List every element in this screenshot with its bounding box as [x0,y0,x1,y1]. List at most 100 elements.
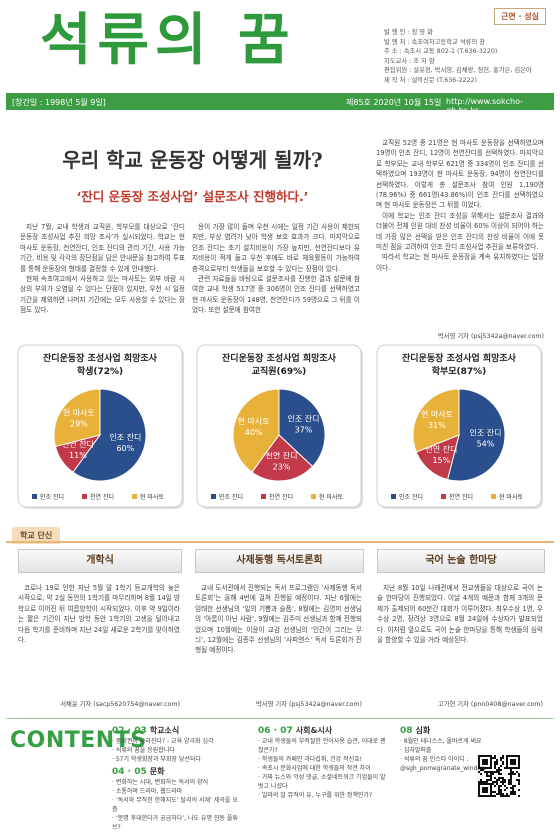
contents-item: · 가짜 뉴스와 악성 댓글, 소셜네트워크 기업들이 발 벗고 나섰다 [258,774,386,790]
qr-module [492,783,494,785]
qr-module [518,795,520,797]
qr-module [506,761,508,763]
qr-module [510,761,512,763]
qr-module [490,795,492,797]
qr-module [510,773,512,775]
legend-swatch [82,494,87,499]
qr-module [490,765,492,767]
contents-heading: CONTENTS [10,728,147,753]
qr-module [478,767,480,769]
qr-module [486,783,488,785]
qr-module [478,759,480,761]
legend-label: 천연 잔디 [90,493,114,501]
qr-module [496,783,498,785]
qr-module [482,791,484,793]
qr-module [502,755,504,757]
legend-label: 현 마사토 [319,493,343,501]
slice-value: 23% [273,463,291,472]
brief-title: 국어 논술 한마당 [377,549,545,573]
qr-module [478,789,480,791]
qr-module [482,795,484,797]
qr-module [486,755,488,757]
legend-label: 인조 잔디 [40,493,64,501]
brief-body: 교내 도서관에서 진행되는 독서 프로그램인 ‘사제동행 독서토론회’는 올해 … [195,583,362,687]
qr-module [486,759,488,761]
qr-module [486,795,488,797]
qr-module [494,785,496,787]
section-name: 문화 [149,767,165,776]
qr-module [482,767,484,769]
divider [6,718,554,719]
byline: 박서영 기자 (psj5342a@naver.com) [437,333,544,340]
slice-value: 15% [432,456,450,465]
qr-module [486,773,488,775]
qr-module [478,771,480,773]
qr-module [494,761,496,763]
qr-module [508,795,510,797]
qr-module [488,755,490,757]
qr-module [488,783,490,785]
article-column: 지난 7월, 교내 학생과 교직원, 학부모를 대상으로 ‘잔디 운동장 조성사… [20,222,185,340]
info-line: 편집위원 : 설유정, 박서영, 김채랑, 정현, 홍가은, 김은아 [384,67,532,75]
qr-module [492,795,494,797]
info-line: 제 작 처 : 설악신문 (T.636-2222) [384,76,478,84]
legend-label: 현 마사토 [140,493,164,501]
qr-module [512,789,514,791]
qr-module [500,781,502,783]
qr-module [494,767,496,769]
qr-module [482,763,484,765]
byline: 박서영 기자 (psj5342a@naver.com) [255,701,362,708]
paragraph: 이에 학교는 인조 잔디 조성을 위해서는 설문조사 결과와 더불어 전체 인원… [376,211,544,252]
qr-module [490,779,492,781]
qr-module [490,791,492,793]
qr-module [486,781,488,783]
paragraph: 지난 8월 10일 나래관에서 전교생들을 대상으로 국어 논술 한마당이 진행… [377,584,543,645]
pie-slice [251,434,314,482]
qr-module [490,771,492,773]
qr-module [500,791,502,793]
slice-value: 60% [116,444,134,453]
qr-module [484,763,486,765]
qr-module [486,779,488,781]
qr-module [504,795,506,797]
qr-module [512,787,514,789]
contents-section: 02 · 03 학교소식 · 중위권이 사라진다? - 교육 양극화 심각 · 석류의… [112,726,242,764]
divider [6,541,554,543]
qr-module [484,791,486,793]
contents-item: · 교내 학생들의 부적절한 언어사용 습관, 이대로 괜찮은가? [258,738,386,754]
qr-module [512,793,514,795]
contents-item: · 석류의 꿈을 응원합니다 [112,747,175,754]
qr-module [504,789,506,791]
qr-module [484,761,486,763]
qr-module [480,779,482,781]
qr-module [512,763,514,765]
qr-module [510,781,512,783]
qr-module [496,779,498,781]
qr-module [488,779,490,781]
qr-module [512,761,514,763]
qr-module [514,773,516,775]
slice-value: 40% [245,428,263,437]
contents-item: · ‘독서와 무작한 한해지도’ 탈리의 서재’ 세곡을 요즘 [112,797,238,813]
info-line: 지도교사 : 조 자 향 [384,57,435,65]
qr-module [482,787,484,789]
qr-module [512,773,514,775]
chart-title: 잔디운동장 조성사업 희망조사 [402,352,517,364]
motto: 근면 · 성실 [493,8,546,25]
qr-module [512,767,514,769]
qr-module [510,775,512,777]
info-line: 발 행 인 : 정 영 화 [384,29,433,36]
article-column: 교직원 52명 중 21명은 현 마사토 운동장을 선택하였으며 19명이 인조… [376,138,544,330]
paragraph: 코로나 19로 인한 지난 5월 말 1학기 등교개학의 늦은 시작으로, 약 … [18,584,180,645]
contents-section: 04 · 05 문화 · 변화하는 시대, 변화하는 독서의 양식 · 소통하며 드라… [112,767,242,832]
qr-module [498,785,500,787]
qr-code [478,755,520,797]
qr-module [500,795,502,797]
qr-module [510,779,512,781]
qr-module [514,763,516,765]
qr-module [518,775,520,777]
qr-module [496,759,498,761]
slice-label: 인조 잔디 [469,427,501,437]
qr-module [508,779,510,781]
qr-module [480,773,482,775]
